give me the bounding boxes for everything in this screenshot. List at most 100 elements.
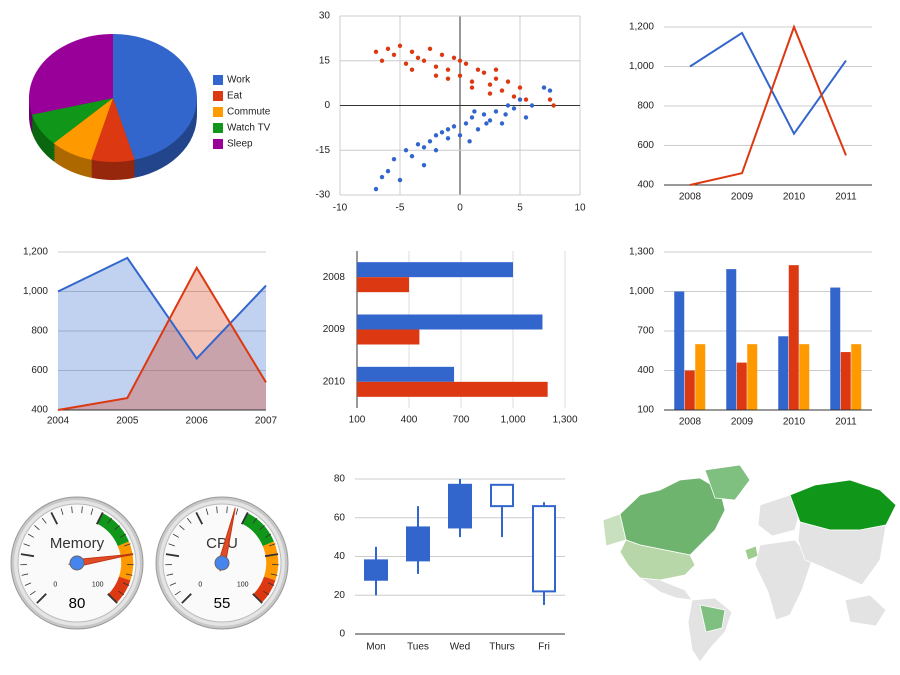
gauge-tick xyxy=(240,512,249,525)
scatter-point xyxy=(439,52,445,57)
gauge-tick xyxy=(124,543,131,547)
scatter-point xyxy=(551,103,556,108)
y-tick-label: 700 xyxy=(637,326,654,337)
scatter-point xyxy=(487,82,493,87)
scatter-point xyxy=(493,67,499,72)
bar xyxy=(674,291,685,410)
legend-label: Sleep xyxy=(227,139,253,150)
scatter-point xyxy=(421,58,427,63)
gauge-tick xyxy=(259,525,265,531)
gauge-value: 55 xyxy=(214,595,231,612)
scatter-point xyxy=(467,139,472,144)
gauge-hub xyxy=(69,555,85,571)
y-tick-label: 100 xyxy=(637,405,654,416)
gauge-tick xyxy=(90,508,94,515)
x-tick-label: 2007 xyxy=(255,416,278,427)
gauge-tick xyxy=(252,593,263,604)
candle-body xyxy=(364,559,388,581)
y-tick-label: 1,200 xyxy=(23,247,48,258)
y-tick-label: 1,200 xyxy=(629,22,654,33)
gauge-tick xyxy=(166,573,174,576)
map-region xyxy=(638,577,693,601)
scatter-point xyxy=(493,109,499,114)
pie-slice xyxy=(53,98,113,160)
x-tick-label: 2005 xyxy=(116,416,139,427)
y-tick-label: 0 xyxy=(339,629,345,640)
scatter-point xyxy=(484,121,489,126)
scatter-point xyxy=(445,127,451,132)
gauge-tick xyxy=(186,517,192,524)
x-tick-label: 2008 xyxy=(679,192,702,203)
x-tick-label: 700 xyxy=(453,415,470,426)
gauge-max-label: 100 xyxy=(92,582,104,589)
gauge-band xyxy=(117,541,134,581)
gauge-label: Memory xyxy=(50,535,105,552)
bar xyxy=(357,329,420,345)
gauge-tick xyxy=(264,533,272,538)
candle-body xyxy=(532,505,556,593)
scatter-point xyxy=(373,186,379,192)
map-region xyxy=(744,545,759,561)
gauge-max-label: 100 xyxy=(237,582,249,589)
bar xyxy=(357,381,548,397)
x-tick-label: Wed xyxy=(450,642,470,653)
scatter-point xyxy=(451,124,457,129)
scatter-point xyxy=(469,115,475,120)
scatter-point xyxy=(523,115,529,120)
scatter-point xyxy=(487,118,493,123)
x-tick-label: 5 xyxy=(517,203,523,214)
gauge-tick xyxy=(235,508,239,515)
gauge-tick xyxy=(165,553,180,558)
bar xyxy=(736,362,747,410)
scatter-point xyxy=(457,58,463,63)
scatter-point xyxy=(415,55,421,60)
scatter-point xyxy=(427,139,433,144)
x-tick-label: 2011 xyxy=(835,192,857,203)
y-tick-label: 2009 xyxy=(323,324,346,335)
gauge-hub xyxy=(214,555,230,571)
gauge-needle xyxy=(67,553,134,567)
scatter-point xyxy=(409,49,415,54)
scatter-point xyxy=(403,148,409,153)
gauge-tick xyxy=(114,525,120,531)
x-tick-label: -5 xyxy=(396,203,405,214)
gauge-min-label: 0 xyxy=(53,582,57,589)
y-tick-label: -15 xyxy=(316,145,331,156)
scatter-point xyxy=(385,46,391,52)
area-fill xyxy=(58,267,266,410)
x-tick-label: 0 xyxy=(457,203,463,214)
gauge-tick xyxy=(252,517,258,524)
candle-body xyxy=(448,483,472,529)
scatter-point xyxy=(373,49,379,54)
x-tick-label: 2008 xyxy=(679,417,702,428)
scatter-point xyxy=(439,130,445,135)
y-tick-label: 2008 xyxy=(323,272,346,283)
x-tick-label: 2010 xyxy=(783,417,806,428)
gauge-tick xyxy=(179,525,185,531)
scatter-point xyxy=(427,46,433,52)
x-tick-label: Thurs xyxy=(489,642,515,653)
gauge-tick xyxy=(174,590,181,596)
scatter-point xyxy=(493,76,499,81)
area-line xyxy=(57,265,267,411)
scatter-point xyxy=(433,133,439,138)
candle-body xyxy=(406,526,430,562)
scatter-point xyxy=(469,79,475,84)
gauge-tick xyxy=(216,506,218,514)
scatter-point xyxy=(472,109,477,114)
y-tick-label: 40 xyxy=(334,551,346,562)
scatter-point xyxy=(451,55,457,60)
legend-swatch xyxy=(213,107,223,117)
legend-label: Work xyxy=(227,75,251,86)
candle-body xyxy=(490,483,514,508)
gauge-value: 80 xyxy=(69,595,86,612)
scatter-point xyxy=(445,76,451,81)
map-region xyxy=(699,604,726,633)
y-tick-label: 30 xyxy=(319,11,331,22)
legend-label: Commute xyxy=(227,107,271,118)
y-tick-label: 800 xyxy=(637,101,654,112)
bar xyxy=(726,269,737,410)
gauge-tick xyxy=(81,506,83,514)
gauge-tick xyxy=(41,517,47,524)
pie-slice xyxy=(29,34,114,115)
